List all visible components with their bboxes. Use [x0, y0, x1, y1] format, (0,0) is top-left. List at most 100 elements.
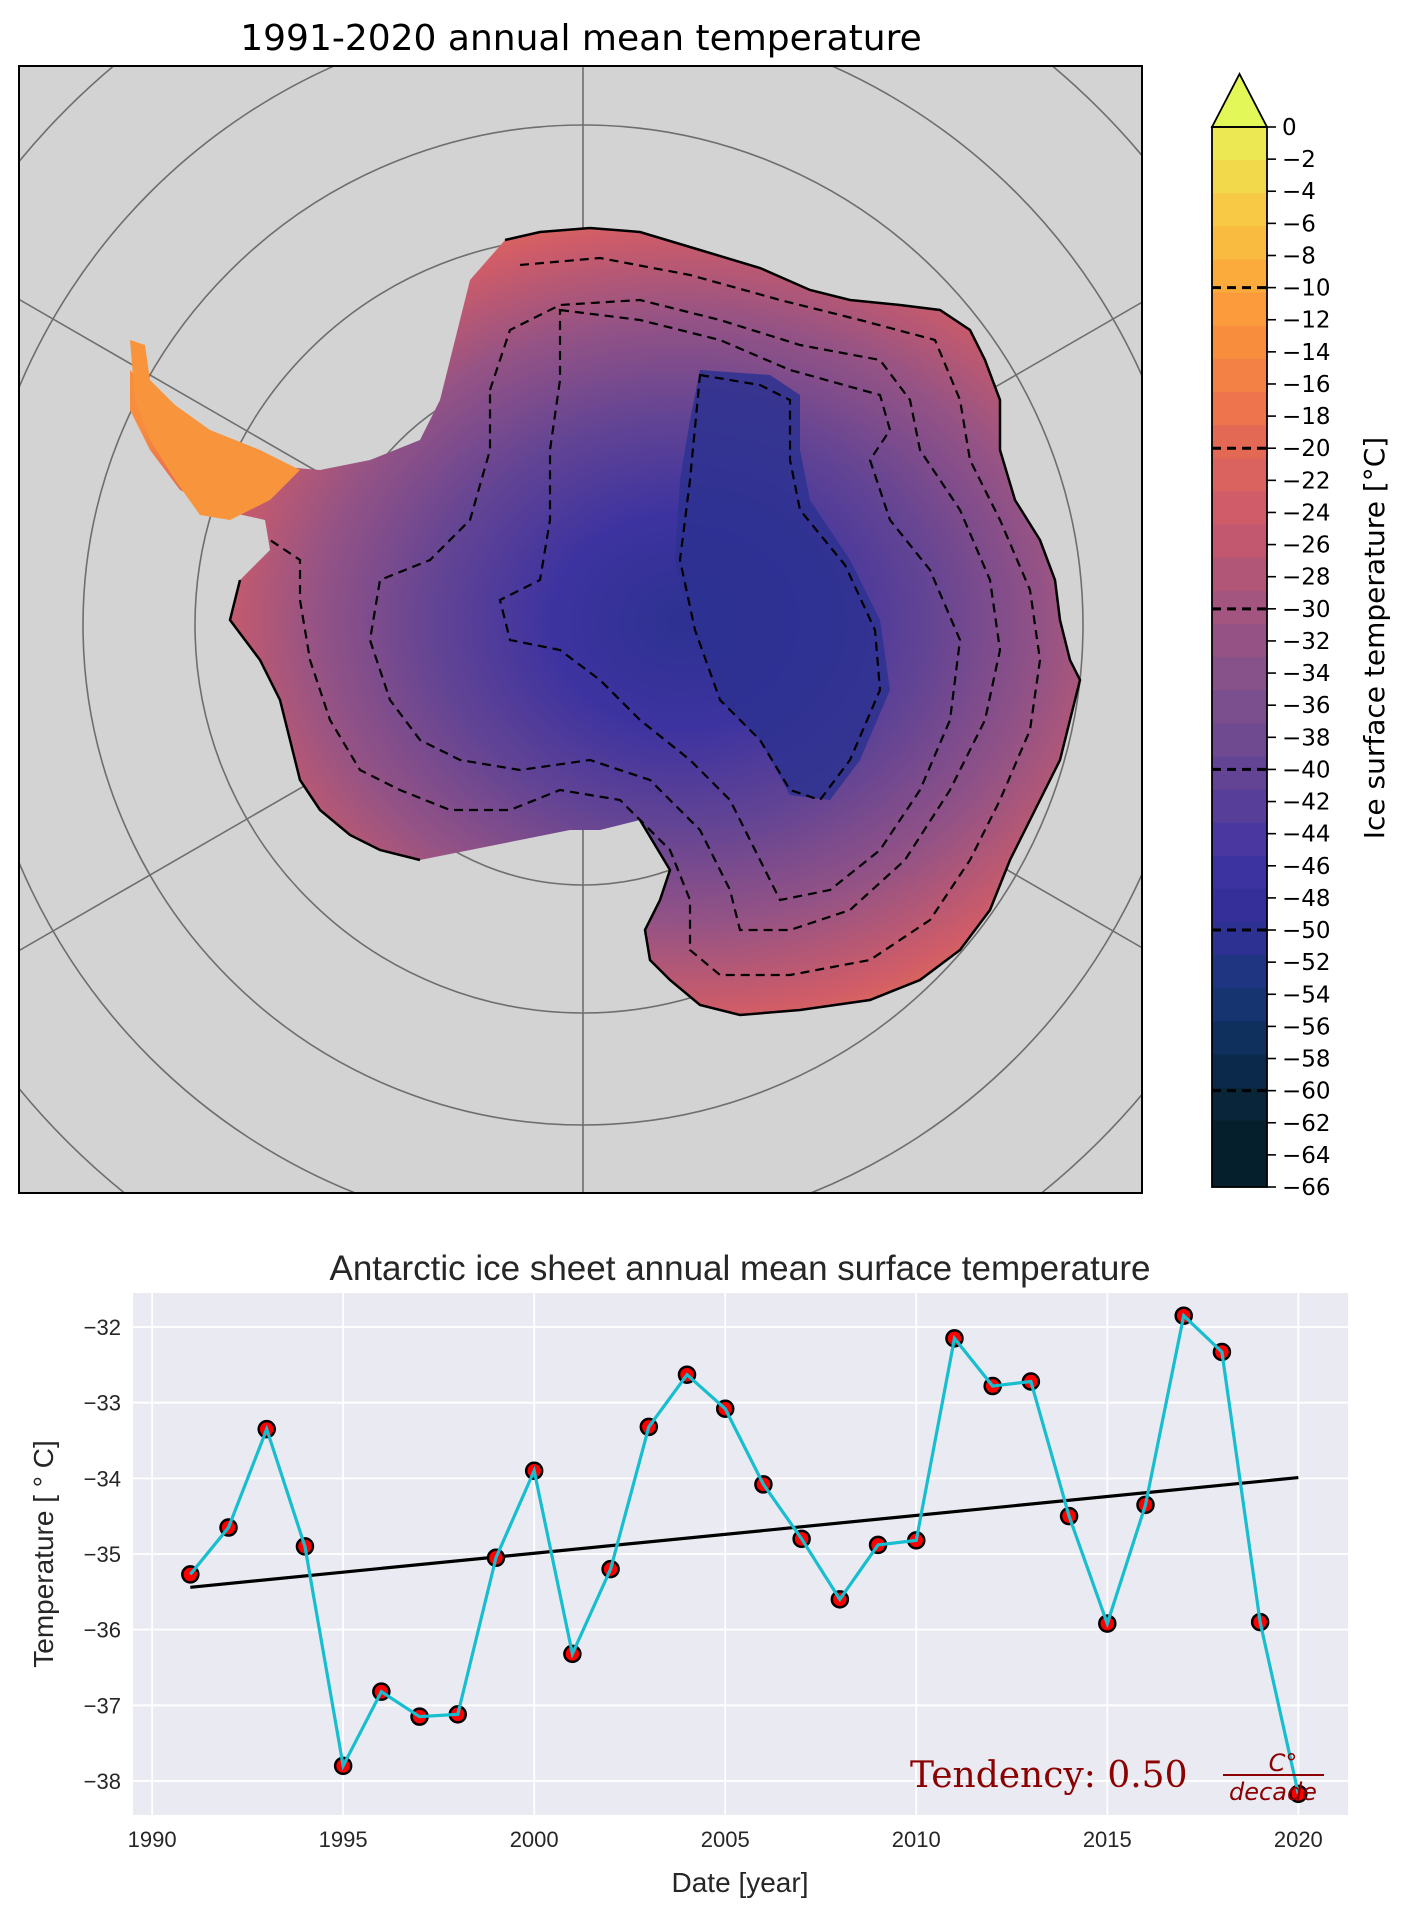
colorbar-segment	[1212, 491, 1267, 526]
tendency-numerator: C°	[1269, 1749, 1298, 1777]
antarctic-peninsula	[130, 340, 300, 520]
timeseries-grid	[133, 1293, 1348, 1815]
colorbar-segment	[1212, 855, 1267, 890]
y-tick-label: −32	[84, 1315, 121, 1340]
y-tick-label: −33	[84, 1391, 121, 1416]
colorbar-segment	[1212, 988, 1267, 1022]
colorbar-segment	[1212, 557, 1267, 592]
y-tick-labels: −32 −33 −34 −35 −36 −37 −38	[84, 1315, 121, 1794]
contour-minus-20	[269, 256, 1042, 977]
colorbar-tick-label: −48	[1282, 886, 1331, 912]
colorbar-segment	[1212, 127, 1267, 161]
colorbar-tick-label: −24	[1282, 500, 1331, 526]
colorbar-tick-label: −22	[1282, 468, 1331, 494]
colorbar-tick-label: −42	[1282, 790, 1331, 816]
colorbar-segment	[1212, 657, 1267, 691]
colorbar-extend-arrow	[1210, 72, 1269, 128]
colorbar-segment	[1212, 1120, 1267, 1155]
colorbar-tick-label: −62	[1282, 1111, 1331, 1137]
colorbar-frame	[1211, 126, 1268, 1188]
colorbar-tick-label: −56	[1282, 1014, 1331, 1040]
colorbar-segment	[1212, 789, 1267, 824]
colorbar-segment	[1212, 292, 1267, 327]
colorbar-segment	[1212, 392, 1267, 426]
colorbar-tick-label: 0	[1282, 115, 1297, 141]
map-title: 1991-2020 annual mean temperature	[240, 18, 922, 59]
colorbar-tick-label: −28	[1282, 565, 1331, 591]
contour-minus-30	[368, 298, 1002, 932]
series-line	[189, 1312, 1300, 1795]
y-tick-label: −36	[84, 1618, 121, 1643]
colorbar-tick-label: −36	[1282, 693, 1331, 719]
colorbar-segment	[1212, 922, 1267, 956]
colorbar-tick-label: −16	[1282, 372, 1331, 398]
colorbar-tick-label: −34	[1282, 661, 1331, 687]
colorbar-segment	[1212, 955, 1267, 989]
colorbar-label: Ice surface temperature [°C]	[1358, 437, 1391, 839]
map-frame	[18, 65, 1143, 1194]
colorbar-segment	[1212, 1021, 1267, 1056]
y-tick-label: −37	[84, 1693, 121, 1718]
timeseries-title: Antarctic ice sheet annual mean surface …	[330, 1249, 1151, 1288]
colorbar-tick-label: −44	[1282, 822, 1331, 848]
tendency-annotation: Tendency: 0.50 C° decade	[910, 1749, 1324, 1806]
x-tick-label: 2015	[1083, 1827, 1132, 1852]
colorbar-tick-label: −18	[1282, 404, 1331, 430]
temperature-contours	[269, 256, 1042, 977]
colorbar-segment	[1212, 723, 1267, 757]
x-tick-label: 1995	[319, 1827, 368, 1852]
colorbar-tick-label: −12	[1282, 308, 1331, 334]
y-tick-label: −38	[84, 1769, 121, 1794]
colorbar-segment	[1212, 822, 1267, 857]
x-tick-label: 1990	[128, 1827, 177, 1852]
x-tick-labels: 1990 1995 2000 2005 2010 2015 2020	[128, 1827, 1323, 1852]
colorbar-tick-label: −20	[1282, 436, 1331, 462]
colorbar-tick-label: −66	[1282, 1175, 1331, 1201]
colorbar-tick-label: −60	[1282, 1079, 1331, 1105]
colorbar-tick-label: −26	[1282, 533, 1331, 559]
colorbar-tick-label: −50	[1282, 918, 1331, 944]
colorbar-segment	[1212, 458, 1267, 492]
colorbar-segment	[1212, 325, 1267, 360]
coastline	[504, 226, 1082, 1017]
trend-line	[190, 1475, 1299, 1589]
colorbar-tick-label: −14	[1282, 340, 1331, 366]
colorbar-tick-label: −32	[1282, 629, 1331, 655]
x-axis-label: Date [year]	[672, 1867, 809, 1898]
colorbar-segment	[1212, 623, 1267, 658]
colorbar-tick-label: −4	[1282, 179, 1316, 205]
x-tick-label: 2005	[701, 1827, 750, 1852]
map-axes	[18, 65, 1143, 1194]
colorbar-segment	[1212, 524, 1267, 559]
colorbar-segment	[1212, 193, 1267, 227]
colorbar-segment	[1212, 1087, 1267, 1122]
colorbar-tick-label: −6	[1282, 211, 1316, 237]
colorbar-segment	[1212, 1054, 1267, 1089]
colorbar-segment	[1212, 888, 1267, 923]
x-tick-label: 2020	[1274, 1827, 1323, 1852]
colorbar-tick-label: −64	[1282, 1143, 1331, 1169]
colorbar-segment	[1212, 756, 1267, 791]
coastline-west	[228, 579, 421, 862]
colorbar: 0 −2 −4 −6 −8 −10 −12 −14 −16 −18 −20 −22 −24 −26 −28 −…	[1210, 72, 1331, 1201]
colorbar-segment	[1212, 1153, 1267, 1188]
colorbar-segment	[1212, 690, 1267, 724]
cold-plateau	[675, 370, 890, 800]
colorbar-tick-label: −54	[1282, 982, 1331, 1008]
tendency-text: Tendency: 0.50	[910, 1755, 1187, 1796]
colorbar-tick-label: −2	[1282, 147, 1316, 173]
antarctica-ice-sheet	[130, 228, 1080, 1015]
colorbar-segment	[1212, 358, 1267, 393]
colorbar-tick-label: −46	[1282, 854, 1331, 880]
colorbar-tick-label: −10	[1282, 276, 1331, 302]
colorbar-segment	[1212, 160, 1267, 194]
y-tick-label: −35	[84, 1542, 121, 1567]
tendency-denominator: decade	[1229, 1778, 1317, 1806]
y-tick-label: −34	[84, 1466, 121, 1491]
colorbar-segment	[1212, 226, 1267, 261]
colorbar-segment	[1212, 425, 1267, 459]
contour-minus-40	[498, 308, 962, 902]
colorbar-tick-label: −8	[1282, 243, 1316, 269]
colorbar-tick-label: −38	[1282, 725, 1331, 751]
